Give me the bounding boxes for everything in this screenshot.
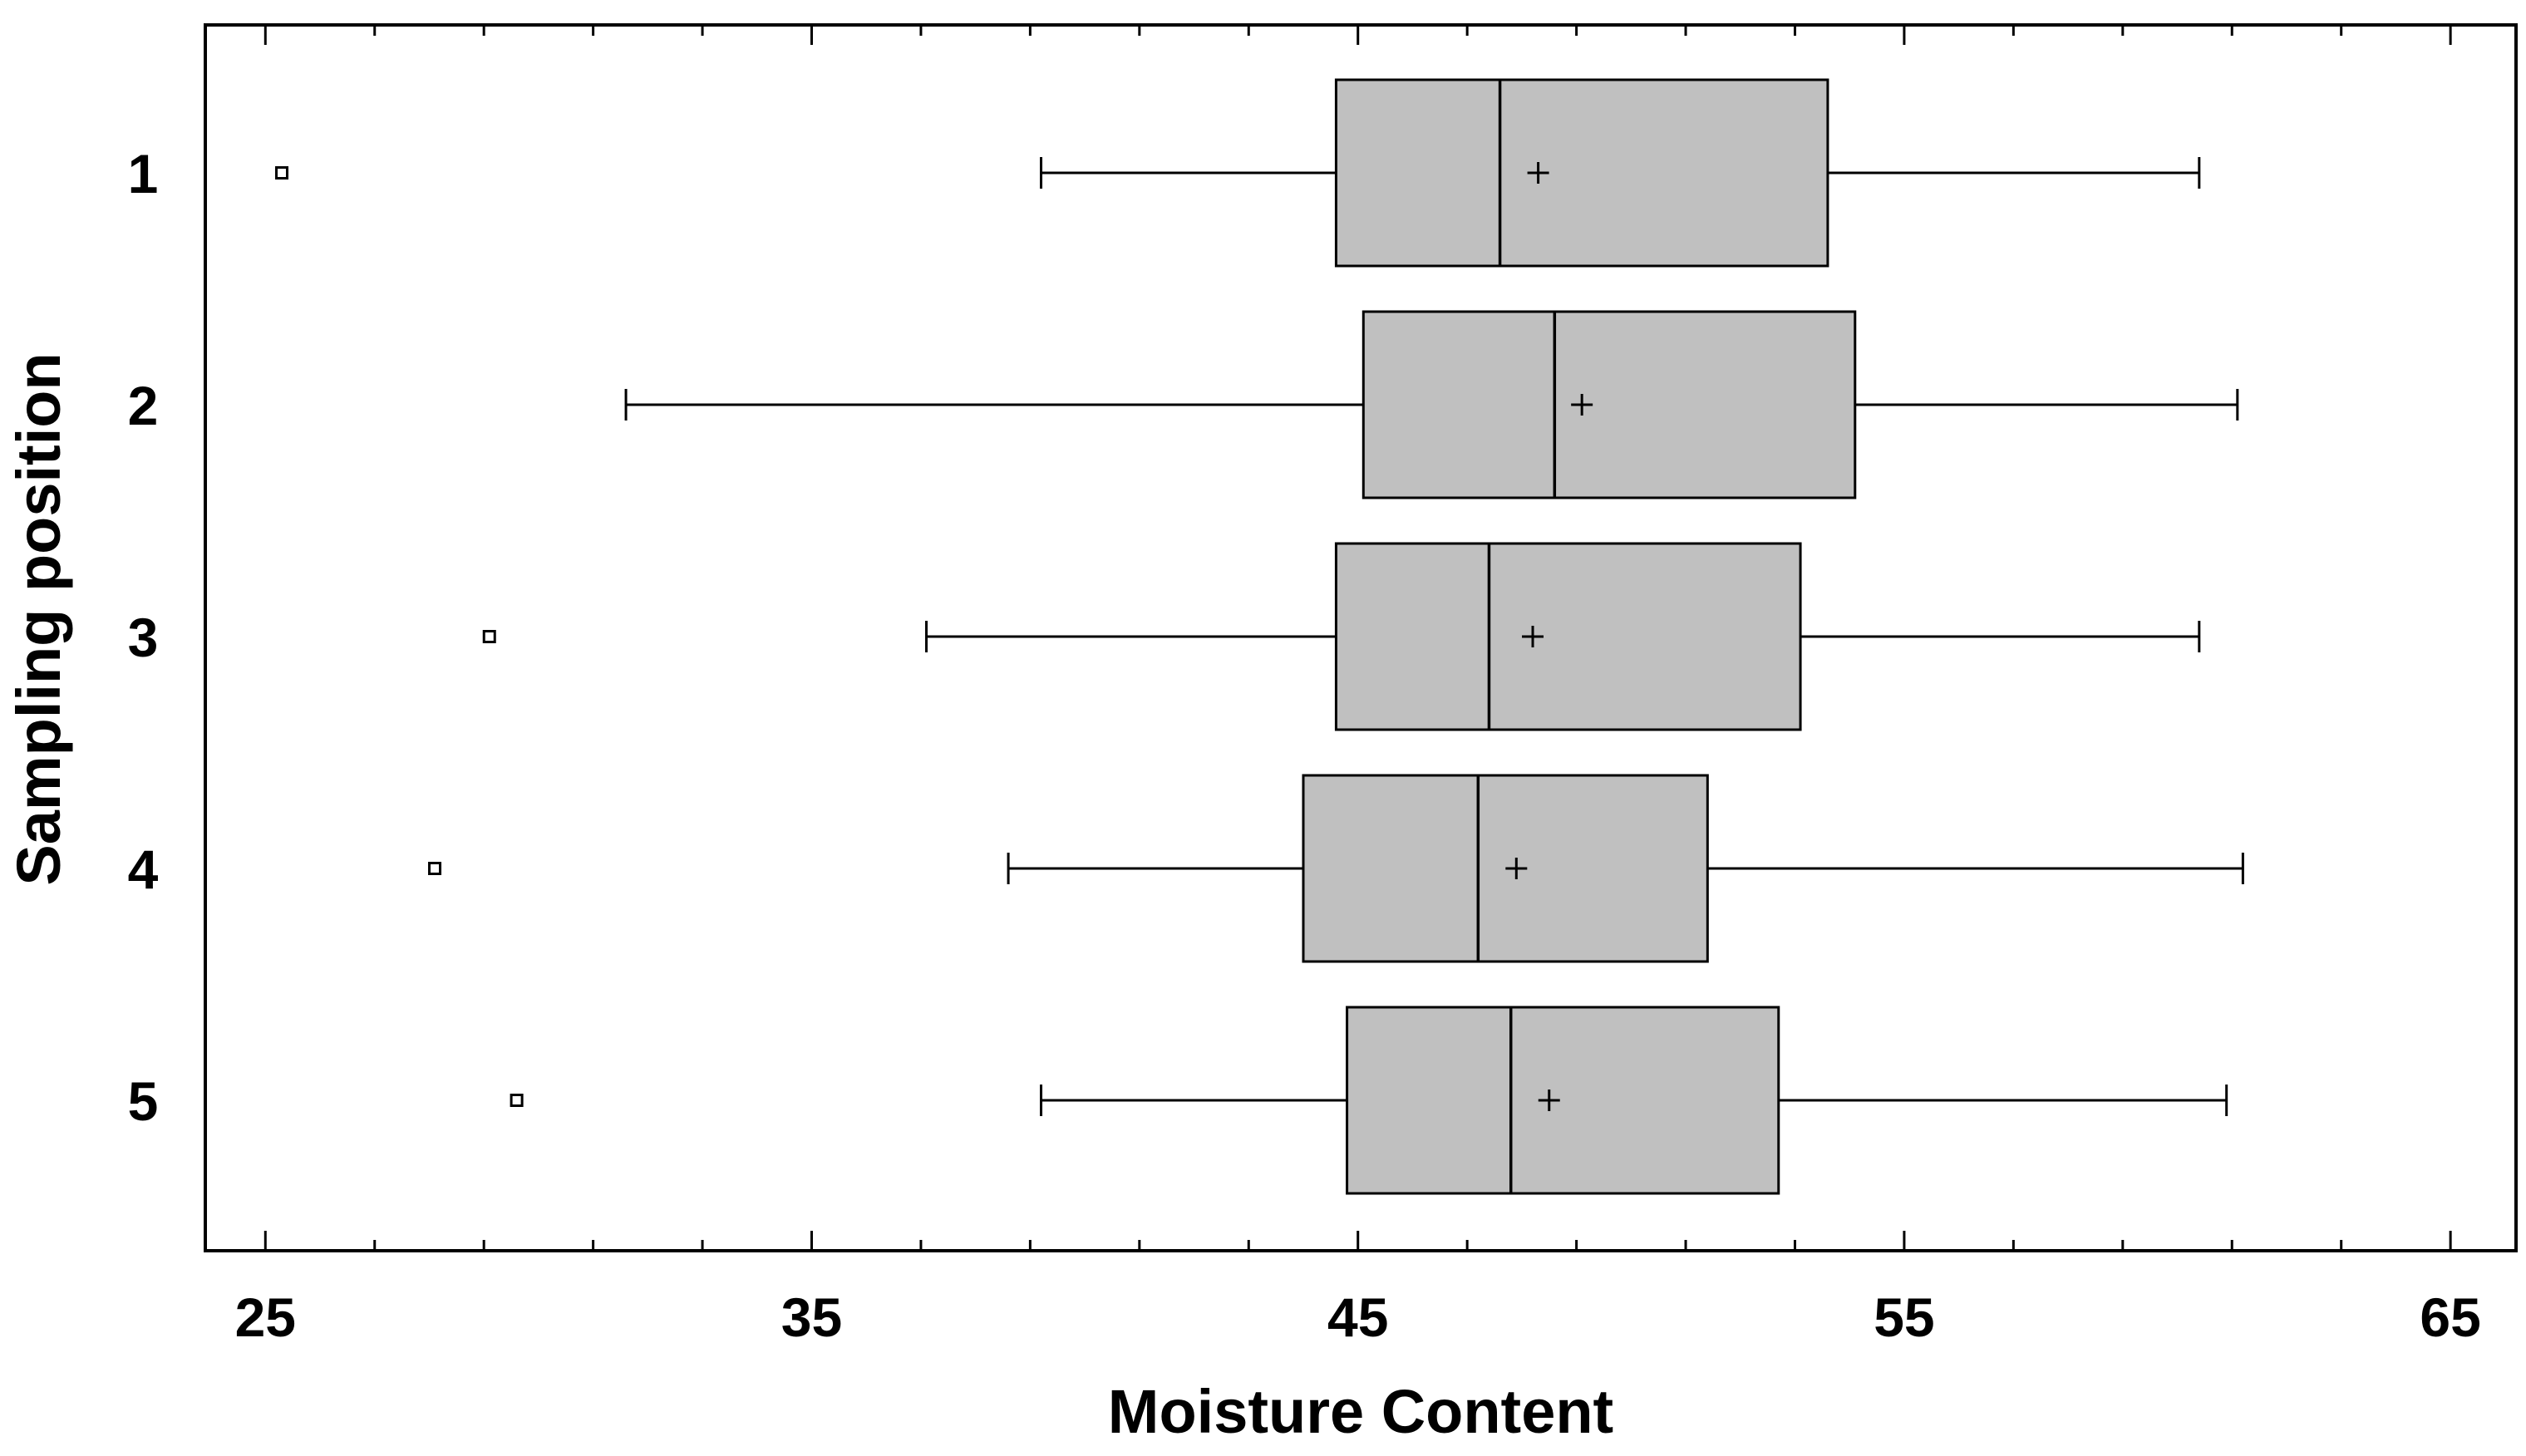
x-tick-label: 35	[781, 1286, 842, 1348]
outlier-point	[275, 166, 289, 180]
x-tick-label: 25	[235, 1286, 296, 1348]
y-tick-label: 1	[128, 143, 159, 204]
box-group-1: 1	[128, 78, 2201, 268]
y-tick-label: 2	[128, 375, 159, 436]
x-axis-label: Moisture Content	[1108, 1377, 1613, 1446]
y-axis-label: Sampling position	[4, 352, 73, 885]
outlier-point	[428, 862, 442, 875]
y-tick-label: 5	[128, 1070, 159, 1132]
boxes: 1 2 3 4 5	[128, 78, 2244, 1195]
iqr-box	[1346, 1006, 1780, 1195]
iqr-box	[1361, 310, 1857, 499]
box-group-3: 3	[128, 542, 2201, 731]
x-tick-label: 55	[1874, 1286, 1934, 1348]
iqr-box	[1302, 774, 1709, 963]
box-group-2: 2	[128, 310, 2239, 499]
y-tick-label: 4	[128, 839, 159, 900]
plot-frame	[204, 23, 2518, 1252]
y-tick-label: 3	[128, 607, 159, 668]
outlier-point	[510, 1094, 524, 1107]
box-group-5: 5	[128, 1006, 2228, 1195]
iqr-box	[1334, 542, 1802, 731]
box-group-4: 4	[128, 774, 2244, 963]
x-tick-label: 45	[1327, 1286, 1388, 1348]
x-axis: 25 35 45 55 65	[235, 25, 2481, 1348]
iqr-box	[1334, 78, 1829, 268]
outlier-point	[482, 630, 496, 643]
x-tick-label: 65	[2420, 1286, 2480, 1348]
